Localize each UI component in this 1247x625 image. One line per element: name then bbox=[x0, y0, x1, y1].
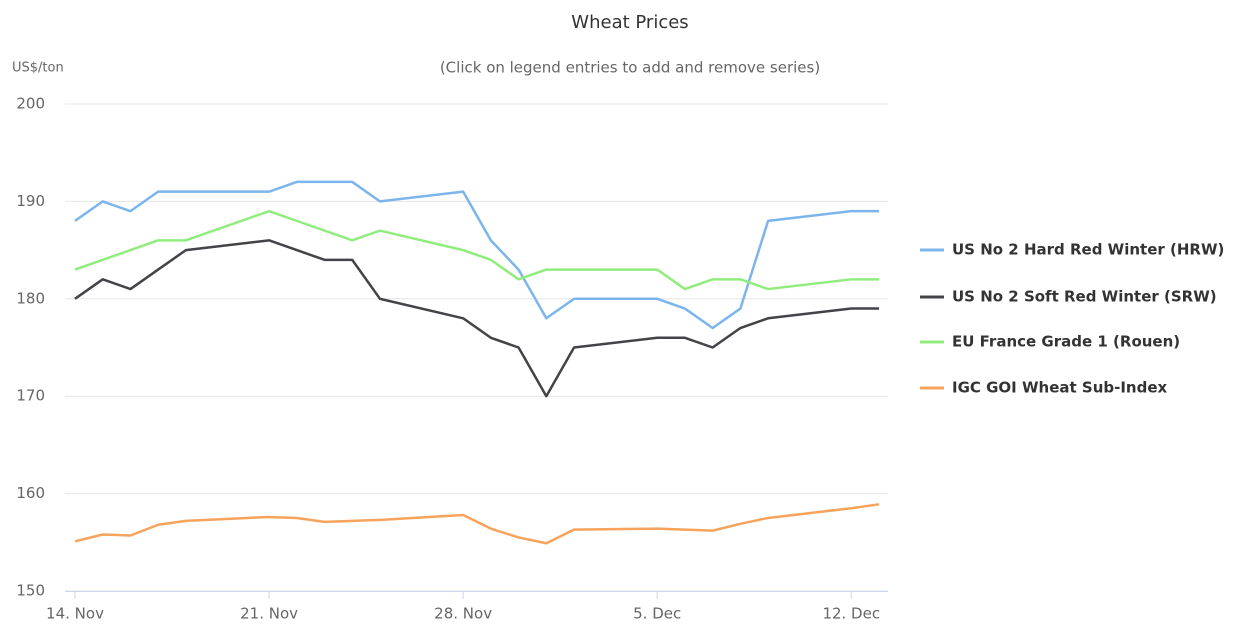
chart-subtitle: (Click on legend entries to add and remo… bbox=[440, 59, 820, 77]
x-tick-label: 12. Dec bbox=[822, 605, 880, 623]
x-tick-label: 14. Nov bbox=[46, 605, 104, 623]
line bbox=[74, 209, 879, 291]
y-tick-label: 190 bbox=[16, 192, 45, 210]
y-tick-label: 200 bbox=[16, 95, 45, 113]
legend-label[interactable]: EU France Grade 1 (Rouen) bbox=[952, 333, 1180, 351]
y-tick-label: 150 bbox=[16, 582, 45, 600]
legend-item[interactable]: US No 2 Soft Red Winter (SRW) bbox=[920, 288, 1217, 306]
series bbox=[74, 209, 879, 291]
legend-label[interactable]: IGC GOI Wheat Sub-Index bbox=[952, 379, 1168, 397]
legend-label[interactable]: US No 2 Hard Red Winter (HRW) bbox=[952, 241, 1224, 259]
y-tick-label: 170 bbox=[16, 387, 45, 405]
legend-item[interactable]: IGC GOI Wheat Sub-Index bbox=[920, 379, 1168, 397]
legend-item[interactable]: EU France Grade 1 (Rouen) bbox=[920, 333, 1180, 351]
y-axis-label: US$/ton bbox=[12, 61, 64, 76]
x-tick-label: 21. Nov bbox=[240, 605, 298, 623]
x-tick-label: 28. Nov bbox=[434, 605, 492, 623]
y-tick-label: 160 bbox=[16, 484, 45, 502]
x-tick-label: 5. Dec bbox=[633, 605, 681, 623]
line bbox=[74, 239, 879, 398]
y-tick-label: 180 bbox=[16, 289, 45, 307]
legend-item[interactable]: US No 2 Hard Red Winter (HRW) bbox=[920, 241, 1224, 259]
chart-title: Wheat Prices bbox=[571, 12, 688, 33]
line bbox=[74, 180, 879, 330]
series bbox=[74, 180, 879, 330]
legend-label[interactable]: US No 2 Soft Red Winter (SRW) bbox=[952, 288, 1217, 306]
line bbox=[74, 503, 880, 545]
series bbox=[74, 503, 880, 545]
series bbox=[74, 239, 879, 398]
